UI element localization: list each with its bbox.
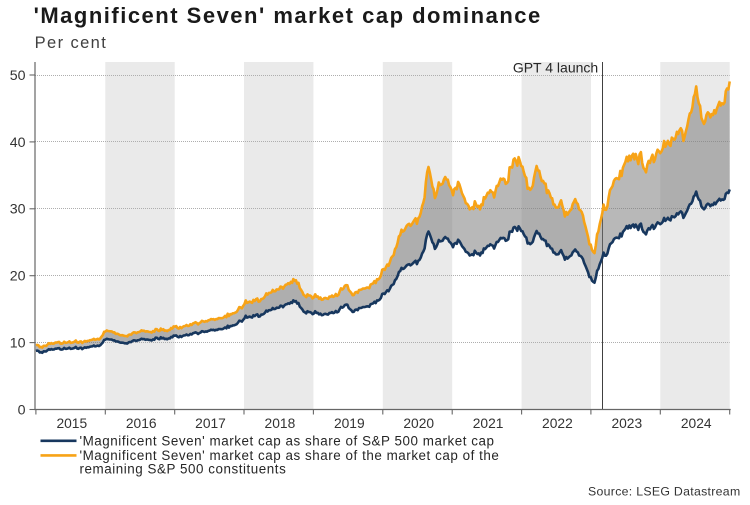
svg-text:2023: 2023 — [611, 416, 642, 431]
svg-text:remaining S&P 500 constituents: remaining S&P 500 constituents — [80, 462, 287, 477]
svg-text:2015: 2015 — [56, 416, 87, 431]
svg-text:'Magnificent Seven' market cap: 'Magnificent Seven' market cap as share … — [80, 448, 500, 463]
svg-text:GPT 4 launch: GPT 4 launch — [513, 60, 598, 76]
svg-text:2018: 2018 — [265, 416, 296, 431]
svg-text:0: 0 — [18, 402, 26, 418]
svg-text:2017: 2017 — [195, 416, 226, 431]
svg-text:'Magnificent Seven' market cap: 'Magnificent Seven' market cap as share … — [80, 433, 495, 448]
svg-text:2019: 2019 — [334, 416, 365, 431]
svg-text:Per cent: Per cent — [35, 34, 108, 52]
svg-text:50: 50 — [10, 68, 26, 84]
svg-text:'Magnificent Seven' market cap: 'Magnificent Seven' market cap dominance — [34, 3, 542, 28]
svg-text:20: 20 — [10, 269, 26, 285]
svg-text:30: 30 — [10, 202, 26, 218]
svg-text:2020: 2020 — [403, 416, 434, 431]
svg-text:40: 40 — [10, 135, 26, 151]
svg-text:10: 10 — [10, 336, 26, 352]
svg-text:2022: 2022 — [542, 416, 573, 431]
svg-text:2024: 2024 — [681, 416, 712, 431]
svg-text:2016: 2016 — [126, 416, 157, 431]
svg-text:2021: 2021 — [473, 416, 504, 431]
svg-text:Source: LSEG Datastream: Source: LSEG Datastream — [588, 485, 740, 499]
